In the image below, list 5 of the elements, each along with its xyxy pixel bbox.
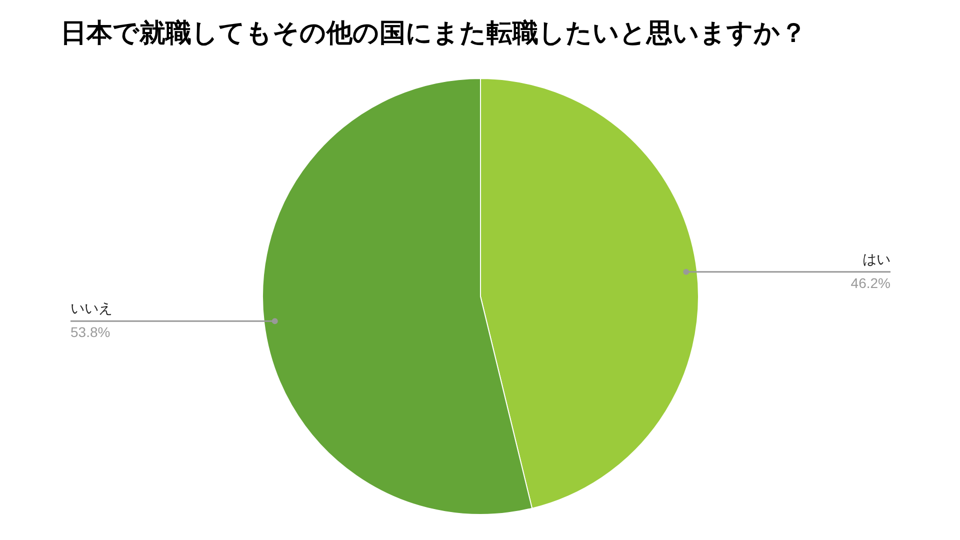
slice-label: いいえ: [70, 301, 112, 318]
chart-title: 日本で就職してもその他の国にまた転職したいと思いますか？: [60, 18, 806, 48]
slice-label: はい: [862, 252, 890, 268]
data-label: 53.8%: [70, 324, 110, 340]
data-label: 46.2%: [850, 274, 891, 291]
